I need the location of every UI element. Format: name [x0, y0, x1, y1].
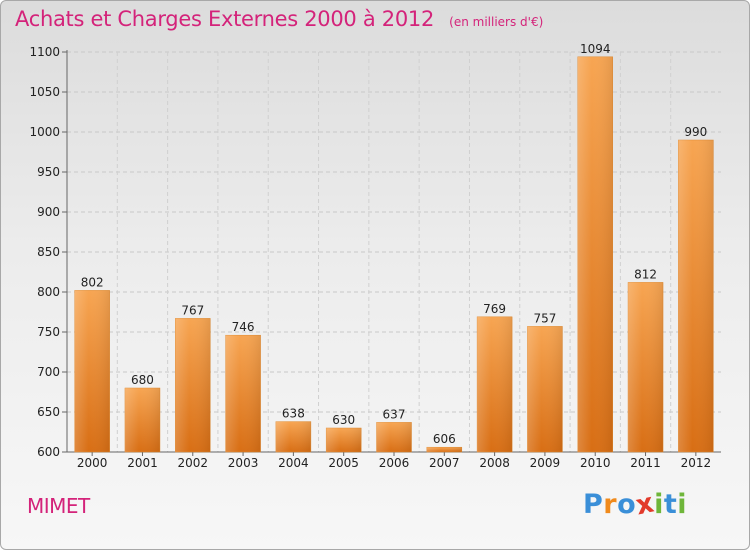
value-label: 769 [483, 302, 506, 316]
labels: 600 650 700 750 800 850 900 950 1000 1050 1100 802 2… [29, 42, 711, 470]
bar-shade-2008 [477, 316, 513, 452]
x-tick-label: 2006 [379, 456, 410, 470]
value-label: 606 [433, 432, 456, 446]
bar-shade-2007 [426, 447, 462, 452]
value-label: 812 [634, 267, 657, 281]
x-tick-label: 2010 [580, 456, 611, 470]
logo-letter: i [654, 489, 664, 520]
logo-letter: r [603, 489, 618, 520]
bar-shade-2004 [275, 421, 311, 452]
proxiti-logo: Proxiti [583, 487, 688, 521]
y-tick-label: 1100 [29, 45, 60, 59]
value-label: 757 [533, 311, 556, 325]
chart-unit: (en milliers d'€) [449, 15, 544, 29]
bar-shade-2012 [678, 140, 714, 452]
bar-shade-2000 [74, 290, 110, 452]
x-tick-label: 2004 [278, 456, 309, 470]
logo-letter: t [663, 489, 678, 520]
commune-name: MIMET [27, 494, 90, 518]
x-tick-label: 2008 [479, 456, 510, 470]
y-tick-label: 950 [37, 165, 60, 179]
value-label: 990 [684, 125, 707, 139]
bar-shade-2003 [225, 335, 261, 452]
y-tick-label: 850 [37, 245, 60, 259]
bar-shade-2009 [527, 326, 563, 452]
x-tick-label: 2012 [681, 456, 712, 470]
y-tick-label: 800 [37, 285, 60, 299]
bar-shade-2011 [628, 282, 664, 452]
value-label: 637 [383, 407, 406, 421]
value-label: 680 [131, 373, 154, 387]
y-tick-label: 700 [37, 365, 60, 379]
value-label: 767 [181, 303, 204, 317]
x-tick-label: 2007 [429, 456, 460, 470]
logo-letter: P [583, 489, 604, 520]
bars [74, 56, 714, 453]
x-tick-label: 2009 [530, 456, 561, 470]
x-tick-label: 2011 [630, 456, 661, 470]
grid-lines [67, 51, 721, 452]
y-tick-label: 600 [37, 445, 60, 459]
value-label: 630 [332, 413, 355, 427]
chart-header: Achats et Charges Externes 2000 à 2012 (… [15, 7, 543, 31]
y-tick-label: 1050 [29, 85, 60, 99]
logo-letter: o [617, 489, 637, 520]
y-tick-label: 650 [37, 405, 60, 419]
x-tick-label: 2005 [328, 456, 359, 470]
value-label: 802 [81, 275, 104, 289]
x-tick-label: 2000 [77, 456, 108, 470]
axes [62, 50, 721, 456]
x-tick-label: 2003 [228, 456, 259, 470]
value-label: 638 [282, 407, 305, 421]
bar-shade-2001 [124, 388, 160, 452]
x-tick-label: 2002 [177, 456, 208, 470]
value-label: 746 [232, 320, 255, 334]
bar-shade-2005 [326, 428, 362, 452]
y-tick-label: 900 [37, 205, 60, 219]
y-tick-label: 1000 [29, 125, 60, 139]
y-tick-label: 750 [37, 325, 60, 339]
chart-title: Achats et Charges Externes 2000 à 2012 [15, 7, 435, 31]
bar-shade-2010 [577, 56, 613, 453]
x-tick-label: 2001 [127, 456, 158, 470]
bar-shade-2002 [175, 318, 211, 452]
logo-letter: i [677, 489, 688, 520]
value-label: 1094 [580, 42, 611, 56]
bar-shade-2006 [376, 422, 412, 452]
